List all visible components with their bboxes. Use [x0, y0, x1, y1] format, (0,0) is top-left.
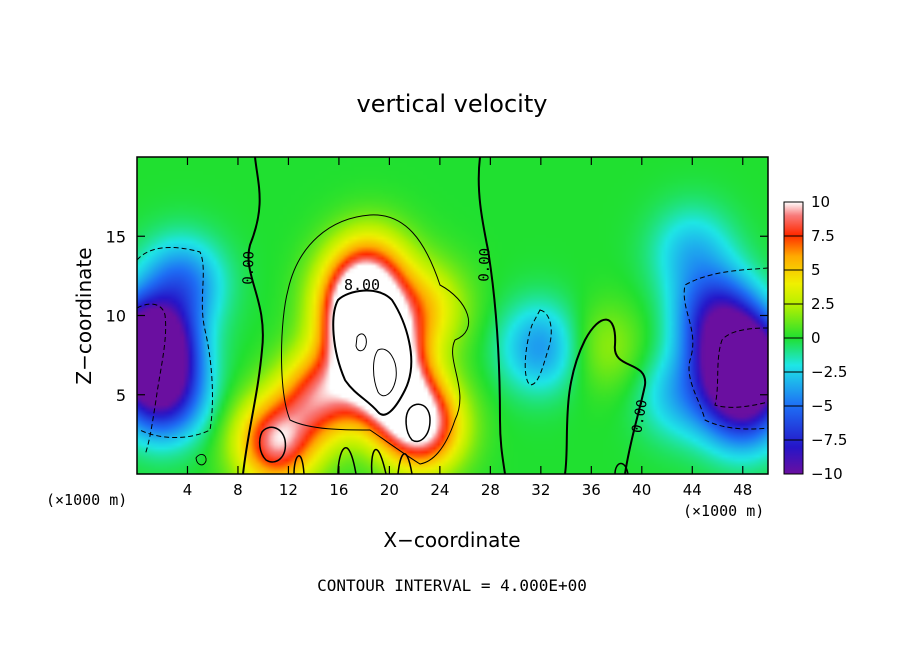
negative-contour-left — [137, 247, 213, 438]
contour-label-0-right: 0.00 — [476, 248, 493, 282]
contour-label-0-east: 0.00 — [629, 398, 651, 434]
y-axis-label: Z−coordinate — [72, 247, 96, 384]
contour-lines — [137, 157, 768, 474]
contour-interval-note: CONTOUR INTERVAL = 4.000E+00 — [317, 576, 587, 595]
negative-contour-right — [683, 267, 768, 430]
colorbar-label-2: 5 — [811, 261, 821, 279]
colorbar-ticks — [784, 201, 803, 475]
x-tick-label-32: 32 — [531, 481, 550, 499]
small-contour-e — [397, 453, 413, 474]
x-tick-label-8: 8 — [233, 481, 243, 499]
small-contour-c — [337, 447, 357, 474]
x-tick-label-20: 20 — [380, 481, 399, 499]
eight-contour — [332, 289, 413, 416]
x-axis-label: X−coordinate — [383, 528, 520, 552]
twelve-contour-inner — [373, 348, 397, 397]
colorbar-label-4: 0 — [811, 329, 821, 347]
velocity-field — [137, 157, 768, 474]
contour-label-8: 8.00 — [344, 276, 380, 294]
colorbar-labels: 10 7.5 5 2.5 0 −2.5 −5 −7.5 −10 — [811, 193, 847, 483]
x-unit-left: (×1000 m) — [46, 491, 127, 509]
colorbar-label-6: −5 — [811, 397, 833, 415]
four-contour — [281, 214, 470, 465]
y-tick-labels: 5 10 15 — [106, 227, 126, 405]
colorbar-label-5: −2.5 — [811, 363, 847, 381]
x-tick-marks — [186, 157, 744, 474]
plot-area — [136, 156, 769, 475]
x-tick-label-36: 36 — [582, 481, 601, 499]
colorbar: 10 7.5 5 2.5 0 −2.5 −5 −7.5 −10 — [783, 193, 847, 483]
colorbar-label-7: −7.5 — [811, 431, 847, 449]
x-tick-label-12: 12 — [279, 481, 298, 499]
x-tick-label-24: 24 — [430, 481, 449, 499]
twelve-contour-inner-small — [355, 333, 367, 352]
field — [137, 157, 768, 474]
negative-contour-right-inner — [714, 327, 768, 408]
small-contour-b — [293, 455, 305, 474]
negative-contour-left-inner — [137, 303, 167, 456]
small-contour-a — [195, 453, 207, 466]
colorbar-label-0: 10 — [811, 193, 830, 211]
zero-contour-left — [242, 157, 264, 474]
contour-label-0-left: 0.00 — [240, 251, 257, 285]
negative-contour-mid — [524, 309, 552, 386]
y-tick-label-5: 5 — [116, 386, 126, 405]
x-tick-label-4: 4 — [183, 481, 193, 499]
x-unit-right: (×1000 m) — [683, 502, 764, 520]
small-contour-d — [370, 448, 387, 474]
x-tick-label-48: 48 — [733, 481, 752, 499]
colorbar-label-3: 2.5 — [811, 295, 835, 313]
x-tick-label-44: 44 — [683, 481, 702, 499]
colorbar-label-8: −10 — [811, 465, 843, 483]
four-contour-left-cell — [258, 426, 287, 463]
y-tick-label-15: 15 — [106, 227, 126, 246]
small-contour-f — [614, 462, 629, 474]
x-tick-label-16: 16 — [329, 481, 348, 499]
zero-contour-east — [564, 318, 647, 474]
x-tick-label-28: 28 — [481, 481, 500, 499]
colorbar-label-1: 7.5 — [811, 227, 835, 245]
x-tick-labels: 4 8 12 16 20 24 28 32 36 40 44 48 — [183, 481, 753, 499]
x-tick-label-40: 40 — [632, 481, 651, 499]
four-contour-right-cell — [405, 403, 431, 442]
y-tick-marks — [137, 235, 768, 396]
zero-contour-right — [477, 157, 506, 474]
chart-title: vertical velocity — [357, 90, 548, 118]
y-tick-label-10: 10 — [106, 307, 126, 326]
